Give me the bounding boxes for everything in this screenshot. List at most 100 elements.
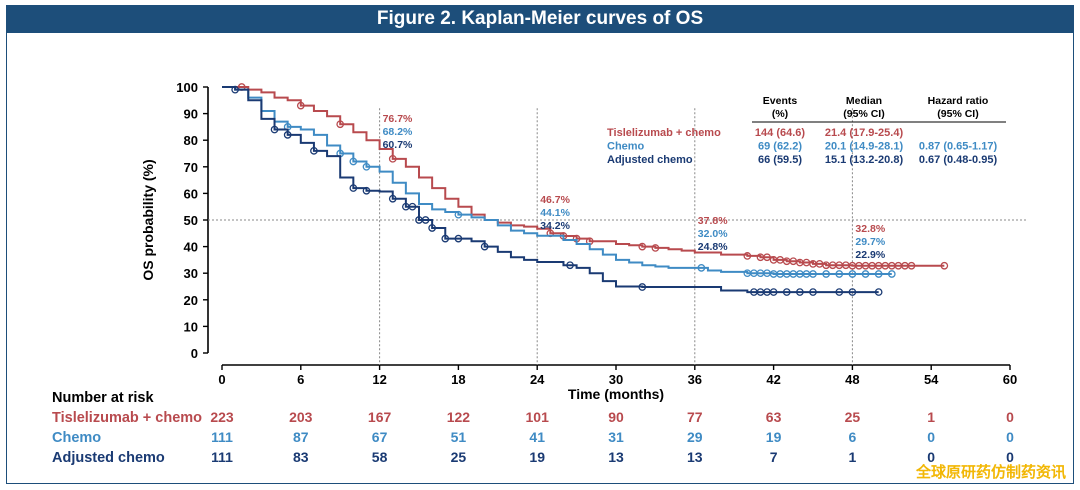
censor-mark-tisle (336, 120, 345, 129)
censor-mark-adjusted (408, 202, 417, 211)
censor-mark-chemo (697, 264, 706, 272)
km-curve-chemo (222, 86, 892, 275)
at-risk-value: 25 (451, 449, 467, 465)
summary-events: 66 (59.5) (758, 154, 802, 166)
at-risk-value: 51 (451, 429, 467, 445)
landmark-label-adjusted: 34.2% (540, 220, 570, 232)
x-tick-label: 0 (218, 372, 225, 387)
at-risk-value: 122 (447, 409, 471, 425)
censor-mark-adjusted (349, 184, 358, 192)
landmark-label-chemo: 68.2% (383, 126, 413, 138)
censor-mark-tisle (907, 261, 916, 270)
censor-mark-adjusted (480, 242, 489, 251)
km-curve-tisle (222, 86, 945, 267)
at-risk-value: 101 (526, 409, 550, 425)
at-risk-label: Chemo (52, 430, 101, 446)
km-curve-adjusted (222, 86, 879, 294)
landmark-label-tisle: 32.8% (855, 223, 885, 235)
censor-mark-chemo (848, 270, 857, 278)
summary-header: Events (763, 95, 798, 107)
watermark: 全球原研药仿制药资讯 (915, 463, 1066, 481)
at-risk-label: Tislelizumab + chemo (52, 410, 202, 426)
at-risk-value: 1 (849, 449, 857, 465)
summary-row-label: Adjusted chemo (607, 154, 693, 166)
summary-median: 15.1 (13.2-20.8) (825, 154, 904, 166)
y-tick-label: 0 (191, 346, 198, 361)
censor-mark-tisle (763, 253, 771, 262)
censor-mark-adjusted (835, 288, 844, 296)
landmark-label-adjusted: 24.8% (698, 241, 728, 253)
at-risk-value: 0 (927, 449, 935, 465)
x-tick-label: 18 (451, 372, 465, 387)
at-risk-value: 111 (211, 429, 233, 445)
x-tick-label: 24 (530, 372, 545, 387)
censor-mark-adjusted (428, 224, 436, 232)
summary-row-label: Tislelizumab + chemo (607, 127, 721, 139)
censor-mark-adjusted (454, 234, 463, 243)
landmark-label-chemo: 29.7% (855, 236, 885, 248)
figure-border (6, 33, 1074, 484)
landmark-label-chemo: 44.1% (540, 207, 570, 219)
at-risk-value: 58 (372, 449, 388, 465)
x-tick-label: 48 (845, 372, 859, 387)
at-risk-value: 90 (608, 409, 624, 425)
censor-mark-chemo (809, 270, 817, 278)
at-risk-value: 13 (608, 449, 624, 465)
landmark-label-chemo: 32.0% (698, 228, 728, 240)
summary-header-sub: (%) (772, 108, 788, 120)
censor-mark-adjusted (638, 283, 647, 291)
y-tick-label: 40 (184, 240, 198, 255)
at-risk-value: 6 (849, 429, 857, 445)
censor-mark-chemo (362, 162, 371, 171)
at-risk-value: 167 (368, 409, 392, 425)
censor-mark-tisle (638, 242, 647, 251)
censor-mark-tisle (743, 252, 752, 260)
landmark-label-tisle: 37.8% (698, 215, 728, 227)
at-risk-label: Adjusted chemo (52, 450, 165, 466)
censor-mark-adjusted (809, 288, 817, 296)
at-risk-value: 77 (687, 409, 703, 425)
y-tick-label: 20 (184, 293, 198, 308)
censor-mark-chemo (349, 157, 358, 166)
summary-median: 21.4 (17.9-25.4) (825, 127, 904, 139)
y-axis-label: OS probability (%) (140, 159, 156, 280)
summary-header: Median (846, 95, 882, 107)
at-risk-value: 13 (687, 449, 703, 465)
censor-mark-adjusted (769, 288, 778, 296)
y-tick-label: 60 (184, 186, 198, 201)
censor-mark-adjusted (782, 288, 791, 296)
at-risk-value: 29 (687, 429, 703, 445)
censor-mark-adjusted (848, 288, 857, 296)
y-tick-label: 10 (184, 319, 198, 334)
at-risk-value: 19 (766, 429, 782, 445)
at-risk-value: 31 (608, 429, 624, 445)
x-axis-label: Time (months) (568, 386, 664, 402)
x-tick-label: 30 (609, 372, 623, 387)
summary-header-sub: (95% CI) (937, 108, 978, 120)
censor-mark-chemo (835, 270, 844, 278)
at-risk-value: 203 (289, 409, 313, 425)
figure-title: Figure 2. Kaplan-Meier curves of OS (6, 5, 1074, 33)
at-risk-value: 63 (766, 409, 782, 425)
censor-mark-chemo (454, 210, 463, 219)
at-risk-value: 67 (372, 429, 388, 445)
censor-mark-tisle (388, 154, 397, 163)
y-tick-label: 30 (184, 266, 198, 281)
censor-mark-adjusted (421, 216, 430, 224)
summary-header-sub: (95% CI) (843, 108, 884, 120)
summary-hr: 0.87 (0.65-1.17) (919, 141, 998, 153)
summary-row-label: Chemo (607, 141, 645, 153)
censor-mark-chemo (822, 270, 830, 278)
censor-mark-adjusted (796, 288, 804, 296)
at-risk-value: 1 (927, 409, 935, 425)
x-tick-label: 60 (1003, 372, 1017, 387)
at-risk-value: 0 (1006, 429, 1014, 445)
summary-header: Hazard ratio (928, 95, 989, 107)
censor-mark-adjusted (388, 194, 397, 203)
censor-mark-adjusted (566, 261, 574, 270)
landmark-label-tisle: 76.7% (383, 113, 413, 125)
x-tick-label: 54 (924, 372, 939, 387)
censor-mark-chemo (887, 270, 896, 278)
